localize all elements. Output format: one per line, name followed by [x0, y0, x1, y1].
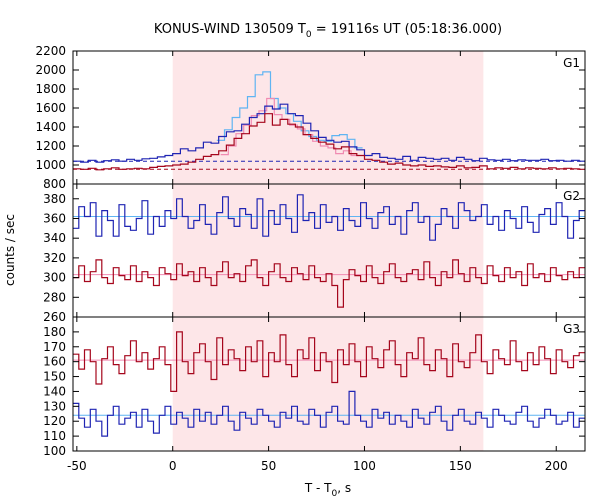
- x-tick-label: 50: [261, 459, 276, 473]
- y-tick-label: 180: [43, 325, 66, 339]
- series-red: [73, 331, 585, 392]
- trigger-interval-highlight: [172, 51, 484, 451]
- y-tick-label: 1200: [35, 139, 66, 153]
- chart-title: KONUS-WIND 130509 T0 = 19116s UT (05:18:…: [154, 22, 502, 40]
- y-tick-label: 1000: [35, 158, 66, 172]
- x-tick-label: 200: [545, 459, 568, 473]
- x-tick-label: 150: [449, 459, 472, 473]
- y-tick-label: 2000: [35, 63, 66, 77]
- y-tick-label: 140: [43, 384, 66, 398]
- y-tick-label: 320: [43, 251, 66, 265]
- x-tick-label: 0: [169, 459, 177, 473]
- panel-g2: 260 280 300 320 340 360 380 G2: [43, 183, 586, 324]
- series-red-main: [73, 113, 585, 171]
- y-tick-label: 800: [43, 177, 66, 191]
- y-axis-label: counts / sec: [3, 214, 17, 286]
- y-tick-label: 360: [43, 211, 66, 225]
- y-tick-label: 130: [43, 399, 66, 413]
- series-blue-main: [73, 103, 585, 163]
- y-tick-label: 1400: [35, 120, 66, 134]
- x-tick-label: -50: [67, 459, 87, 473]
- y-tick-label: 260: [43, 310, 66, 324]
- y-tick-label: 380: [43, 192, 66, 206]
- y-tick-label: 110: [43, 429, 66, 443]
- panel-g1: 800 1000 1200 1400 1600 1800 2000 2200 G1: [35, 44, 586, 191]
- y-tick-label: 300: [43, 271, 66, 285]
- panel-label: G2: [563, 189, 580, 203]
- y-tick-label: 340: [43, 231, 66, 245]
- y-tick-label: 1600: [35, 101, 66, 115]
- x-tick-label: 100: [353, 459, 376, 473]
- panel-label: G1: [563, 56, 580, 70]
- y-tick-label: 120: [43, 414, 66, 428]
- y-tick-label: 170: [43, 340, 66, 354]
- y-tick-label: 2200: [35, 44, 66, 58]
- series-red: [73, 259, 585, 308]
- y-tick-label: 1800: [35, 82, 66, 96]
- panel-label: G3: [563, 322, 580, 336]
- panel-frame: [72, 316, 586, 452]
- y-tick-label: 150: [43, 370, 66, 384]
- series-blue: [73, 194, 585, 241]
- y-tick-label: 160: [43, 355, 66, 369]
- y-tick-label: 100: [43, 444, 66, 458]
- series-blue: [73, 390, 585, 437]
- y-tick-label: 280: [43, 290, 66, 304]
- x-axis-label: T - T0, s: [304, 481, 351, 499]
